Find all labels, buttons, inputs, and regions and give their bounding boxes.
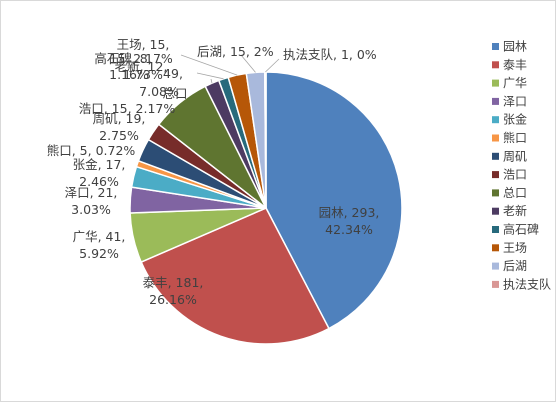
leader-line-11 [196,72,224,80]
legend-label-9: 总口 [503,186,527,200]
legend-swatch-9 [492,189,499,197]
pie-slice-14 [264,71,267,209]
legend-swatch-1 [492,43,499,50]
leader-line-10 [210,78,213,84]
legend-label-10: 老新 [503,203,527,218]
data-label-6: 熊口, 5, 0.72% [47,143,136,158]
legend-swatch-14 [492,280,499,288]
legend-label-13: 后湖 [503,258,527,273]
legend-label-3: 广华 [503,76,527,90]
leader-line-14 [265,58,280,73]
legend-label-14: 执法支队 [503,276,551,291]
legend-swatch-4 [492,97,499,105]
data-label-9: 总口 [162,86,187,101]
data-label-11: 高石碑, 8, [94,51,151,66]
data-label-1: 园林, 293, 42.34% [319,205,380,237]
legend-swatch-12 [492,244,499,252]
legend-swatch-2 [492,61,499,69]
data-label-12: 王场, 15, [117,37,170,52]
legend-label-6: 熊口 [503,130,527,145]
legend-swatch-11 [492,226,499,233]
data-label-extra-5: 7.08% [139,84,179,99]
legend-swatch-10 [492,207,499,215]
legend-label-12: 王场 [503,241,527,255]
pie-slice-1 [265,71,403,330]
leader-line-13 [240,54,256,73]
legend-label-7: 周矶 [503,149,527,163]
legend-swatch-3 [492,79,499,87]
data-label-4: 泽口, 21, 3.03% [65,185,118,217]
legend-swatch-5 [492,116,499,124]
data-label-3: 广华, 41, 5.92% [73,229,126,261]
leader-line-12 [180,54,238,76]
data-label-8: 浩口, 15, 2.17% [79,101,176,116]
legend-swatch-13 [492,262,499,270]
pie-slices [129,71,403,345]
data-label-extra-3: 15, 2.17% [109,51,173,66]
data-label-5: 张金, 17, 2.46% [73,157,126,189]
legend-label-5: 张金 [503,112,527,127]
data-label-extra-4: 49, [163,66,183,81]
data-label-14: 执法支队, 1, 0% [283,47,377,62]
data-label-13: 后湖, 15, 2% [197,44,274,59]
legend-label-2: 泰丰 [503,58,527,72]
legend-swatch-8 [492,171,499,179]
legend-swatch-6 [492,134,499,142]
data-labels: 园林, 293, 42.34% 泰丰, 181, 26.16% 广华, 41, 5.92%… [47,37,380,307]
legend-label-1: 园林 [503,40,527,54]
data-label-extra-2: 1.16% [109,67,149,82]
legend-label-8: 浩口 [503,168,527,182]
legend-swatch-7 [492,152,499,160]
legend-label-11: 高石碑 [503,222,539,237]
data-label-extra-1: 1.73% [123,67,163,82]
data-label-2: 泰丰, 181, 26.16% [143,275,204,307]
data-label-7: 周矶, 19, 2.75% [93,111,146,143]
legend-label-4: 泽口 [503,94,527,108]
leader-lines [180,54,280,84]
data-label-10: 老新, 12, [115,59,168,74]
